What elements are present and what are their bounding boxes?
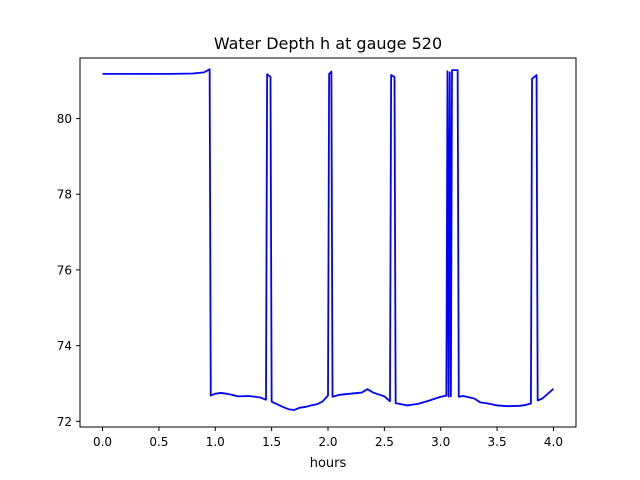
x-tick-label: 3.5 (488, 435, 507, 449)
x-axis-label: hours (310, 456, 347, 471)
x-tick-label: 0.0 (93, 435, 112, 449)
x-tick-label: 4.0 (544, 435, 563, 449)
y-tick-label: 80 (57, 112, 72, 126)
x-tick-label: 2.0 (318, 435, 337, 449)
x-tick-label: 1.0 (206, 435, 225, 449)
x-tick-label: 0.5 (149, 435, 168, 449)
x-tick-label: 1.5 (262, 435, 281, 449)
y-tick-label: 78 (57, 188, 72, 202)
y-tick-label: 76 (57, 263, 72, 277)
series-layer (102, 68, 555, 411)
series-line-0 (102, 68, 555, 411)
y-tick-label: 72 (57, 415, 72, 429)
x-axis-ticks: 0.0 0.5 1.0 1.5 2.0 2.5 3.0 3.5 4.0 (93, 427, 563, 449)
y-axis-ticks: 72 74 76 78 80 (57, 112, 80, 429)
x-tick-label: 3.0 (431, 435, 450, 449)
y-tick-label: 74 (57, 339, 72, 353)
x-tick-label: 2.5 (375, 435, 394, 449)
chart-title: Water Depth h at gauge 520 (214, 34, 442, 53)
